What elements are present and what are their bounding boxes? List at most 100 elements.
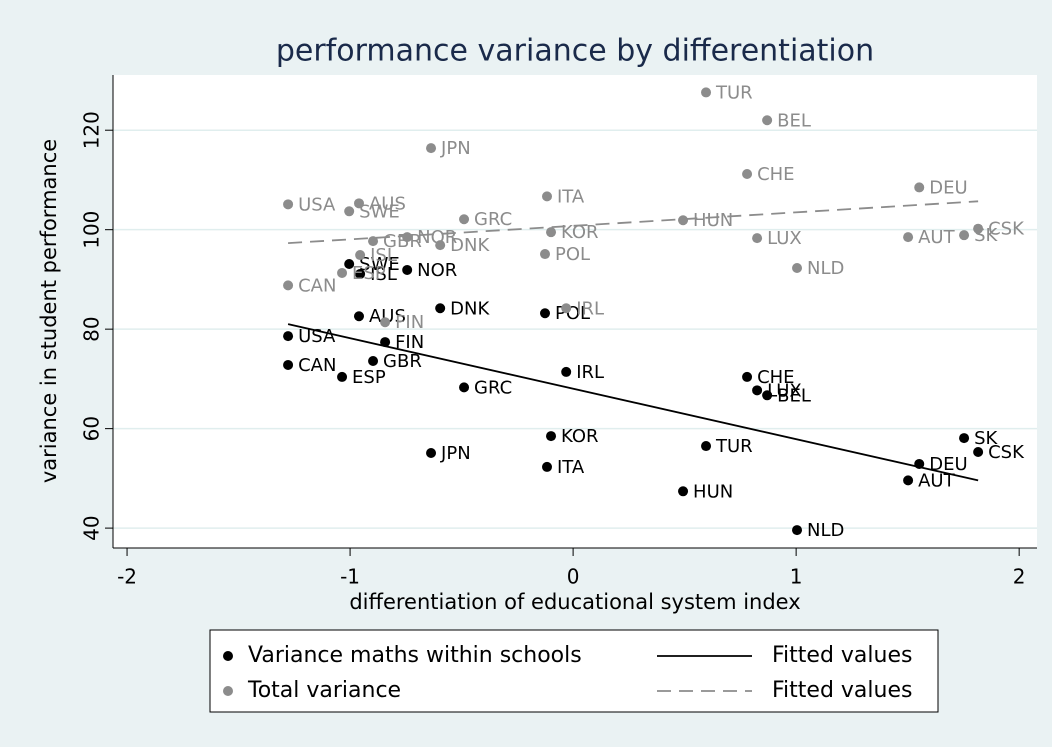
legend-label: Fitted values [772, 678, 912, 703]
point [426, 143, 437, 154]
point [283, 331, 294, 342]
point [914, 182, 925, 193]
point [402, 232, 413, 243]
point [561, 366, 572, 377]
point-label: KOR [561, 426, 599, 447]
point [283, 280, 294, 291]
point [752, 385, 763, 396]
point-label: ESP [352, 263, 386, 284]
point-label: DEU [929, 177, 967, 198]
point [435, 303, 446, 314]
point-label: BEL [777, 110, 811, 131]
point [959, 433, 970, 444]
point [742, 371, 753, 382]
point [380, 337, 391, 348]
point-label: USA [298, 326, 336, 347]
point [678, 215, 689, 226]
chart-title: performance variance by differentiation [276, 34, 874, 69]
point [903, 475, 914, 486]
legend-marker [223, 651, 233, 661]
point-label: USA [298, 194, 336, 215]
legend [209, 629, 939, 713]
point-label: TUR [715, 436, 753, 457]
point [540, 308, 551, 319]
point-label: BEL [777, 385, 811, 406]
y-tick-label: 120 [80, 111, 104, 149]
point-label: CSK [988, 219, 1025, 240]
point [368, 355, 379, 366]
point-label: CAN [298, 275, 336, 296]
point-label: NOR [417, 227, 457, 248]
point-label: TUR [715, 82, 753, 103]
point-label: KOR [561, 222, 599, 243]
x-tick-label: 2 [1013, 565, 1026, 589]
point [540, 249, 551, 260]
point-label: GRC [474, 377, 512, 398]
point-label: GBR [383, 231, 422, 252]
legend-label: Total variance [247, 678, 401, 703]
point [402, 264, 413, 275]
point-label: LUX [767, 380, 802, 401]
legend-label: Fitted values [772, 643, 912, 668]
point-label: AUS [369, 193, 406, 214]
point-label: JPN [440, 443, 471, 464]
point-label: DNK [450, 235, 490, 256]
x-axis-title: differentiation of educational system in… [349, 590, 800, 614]
point-label: GRC [474, 209, 512, 230]
point [459, 214, 470, 225]
point-label: GBR [383, 351, 422, 372]
point [752, 233, 763, 244]
point-label: ITA [557, 186, 585, 207]
legend-marker [223, 686, 233, 696]
point-label: CHE [757, 164, 794, 185]
point-label: SWE [359, 254, 400, 275]
point [546, 431, 557, 442]
point-label: DNK [450, 298, 490, 319]
point-label: HUN [693, 210, 733, 231]
point-label: LUX [767, 228, 802, 249]
point-label: AUT [918, 470, 955, 491]
point [355, 268, 366, 279]
point [368, 236, 379, 247]
point [742, 168, 753, 179]
point-label: CHE [757, 367, 794, 388]
point-label: NOR [417, 260, 457, 281]
point [426, 448, 437, 459]
point-label: ISL [370, 245, 397, 266]
point-label: SWE [359, 201, 400, 222]
point [283, 199, 294, 210]
point [355, 250, 366, 261]
y-tick-label: 100 [80, 211, 104, 249]
point-label: NLD [807, 258, 844, 279]
point-label: SK [974, 428, 998, 449]
point [701, 87, 712, 98]
point [903, 232, 914, 243]
x-tick-label: -2 [117, 565, 137, 589]
point [283, 359, 294, 370]
point-label: POL [555, 244, 590, 265]
point [678, 486, 689, 497]
point [337, 371, 348, 382]
point [459, 382, 470, 393]
point [435, 240, 446, 251]
point [542, 461, 553, 472]
point-label: AUS [369, 306, 406, 327]
point [561, 303, 572, 314]
point [792, 262, 803, 273]
point [792, 525, 803, 536]
point [344, 206, 355, 217]
point-label: FIN [395, 312, 424, 333]
y-tick-label: 80 [80, 316, 104, 341]
y-tick-label: 60 [80, 416, 104, 441]
point [914, 458, 925, 469]
plot-area [113, 75, 1037, 548]
y-axis-title: variance in student performance [37, 139, 61, 483]
point [701, 441, 712, 452]
point-label: DEU [929, 454, 967, 475]
point [762, 390, 773, 401]
x-tick-label: -1 [340, 565, 360, 589]
point-label: CAN [298, 355, 336, 376]
point-label: HUN [693, 481, 733, 502]
point [959, 230, 970, 241]
